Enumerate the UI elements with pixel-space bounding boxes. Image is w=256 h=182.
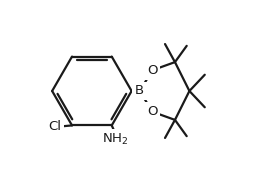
Text: Cl: Cl bbox=[48, 120, 61, 133]
Text: O: O bbox=[147, 64, 158, 77]
Text: B: B bbox=[135, 84, 144, 98]
Text: O: O bbox=[147, 105, 158, 118]
Text: NH$_2$: NH$_2$ bbox=[102, 131, 129, 147]
